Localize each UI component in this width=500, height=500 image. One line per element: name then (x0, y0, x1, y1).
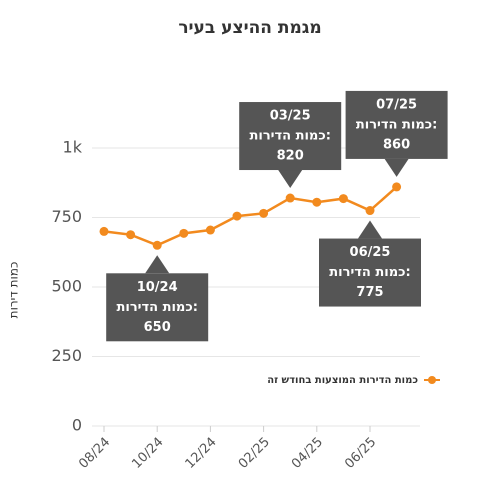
annotation-text: כמות הדירות: (356, 117, 437, 132)
data-point (285, 193, 295, 203)
annotation-value: 860 (383, 137, 410, 152)
annotation-box (319, 238, 421, 307)
y-tick-label: 250 (51, 346, 82, 365)
annotation-date: 03/25 (270, 109, 311, 124)
data-point (179, 228, 189, 238)
data-point (392, 182, 402, 192)
y-axis-label: כמות דירות (7, 262, 21, 319)
x-tick-label: 10/24 (129, 435, 166, 472)
x-tick-label: 04/25 (289, 435, 326, 472)
annotation-date: 10/24 (137, 280, 178, 295)
x-tick-label: 06/25 (342, 435, 379, 472)
annotation-box (345, 90, 448, 159)
data-point (312, 197, 322, 207)
annotation: 07/25 כמות הדירות: 860 (345, 90, 448, 177)
annotation-value: 650 (144, 320, 171, 335)
annotation-text: כמות הדירות: (116, 300, 197, 315)
x-tick-label: 12/24 (183, 435, 220, 472)
data-point (232, 211, 242, 221)
annotation-date: 07/25 (376, 97, 417, 112)
annotation-text: כמות הדירות: (249, 129, 330, 144)
data-point (152, 240, 162, 250)
annotation-value: 820 (277, 149, 304, 164)
data-point (259, 208, 269, 218)
y-tick-label: 1k (63, 138, 83, 157)
annotation-pointer (358, 220, 382, 239)
data-point (338, 194, 348, 204)
y-tick-label: 500 (51, 277, 82, 296)
data-point (205, 225, 215, 235)
annotation-text: כמות הדירות: (329, 265, 410, 280)
annotation-pointer (384, 158, 409, 177)
y-tick-label: 750 (51, 207, 82, 226)
chart-title: מגמת ההיצע בעיר (178, 18, 321, 38)
y-tick-label: 0 (72, 416, 82, 435)
legend-marker (428, 376, 436, 384)
annotation-box (239, 102, 342, 171)
data-point (365, 206, 375, 216)
annotation: 03/25 כמות הדירות: 820 (239, 102, 342, 189)
x-tick-label: 02/25 (236, 435, 273, 472)
annotation-box (106, 273, 209, 342)
data-point (126, 230, 136, 240)
annotation: 06/25 כמות הדירות: 775 (319, 220, 421, 307)
legend-label: כמות הדירות המוצעות בחודש זה (267, 375, 418, 386)
x-tick-label: 08/24 (76, 435, 113, 472)
annotation-pointer (145, 255, 170, 274)
annotation-date: 06/25 (350, 245, 391, 260)
data-point (99, 226, 109, 236)
annotation-pointer (278, 170, 303, 189)
annotation: 10/24 כמות הדירות: 650 (106, 255, 209, 342)
annotation-value: 775 (356, 285, 383, 300)
series-line (103, 185, 398, 247)
